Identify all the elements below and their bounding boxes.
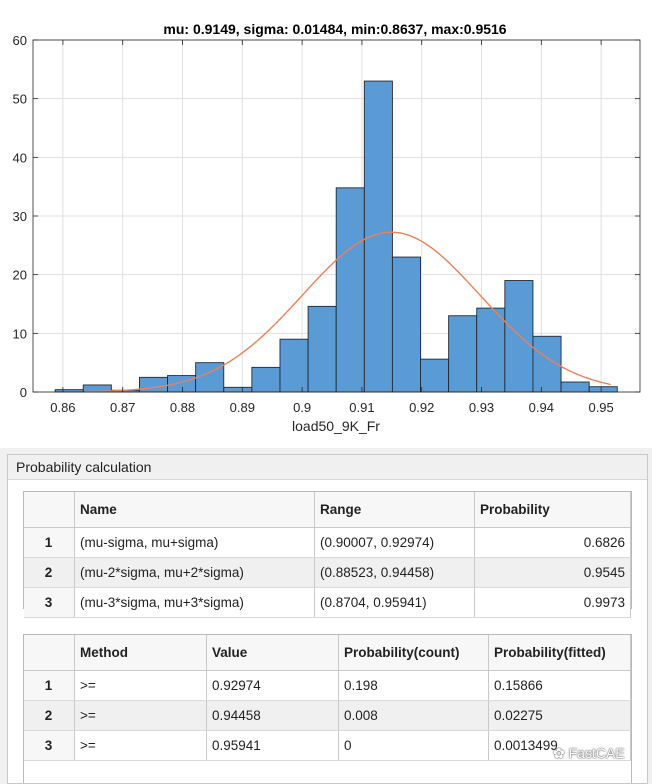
column-header-probability[interactable]: Probability (474, 492, 631, 528)
fitted-probability-cell[interactable]: 0.02275 (488, 700, 631, 731)
y-tick-label: 10 (13, 326, 27, 341)
x-tick-label: 0.95 (588, 400, 613, 415)
name-cell[interactable]: (mu-sigma, mu+sigma) (74, 527, 315, 558)
histogram-bar (391, 256, 421, 393)
method-table: Method Value Probability(count) Probabil… (24, 635, 631, 761)
y-tick-label: 30 (13, 209, 27, 224)
probability-cell[interactable]: 0.9545 (474, 557, 631, 588)
column-header-value[interactable]: Value (206, 635, 339, 671)
range-cell[interactable]: (0.90007, 0.92974) (314, 527, 475, 558)
range-table-header: Name Range Probability (24, 492, 631, 528)
probability-cell[interactable]: 0.9973 (474, 587, 631, 618)
ticks-layer: 0.86 0.87 0.88 0.89 0.9 0.91 0.92 0.93 0.94 0.95 0… (13, 33, 640, 415)
watermark-logo: ✿ FastCAE (553, 745, 625, 762)
histogram-bar (335, 187, 365, 393)
y-tick-label: 60 (13, 33, 27, 48)
x-tick-label: 0.92 (409, 400, 434, 415)
row-number: 2 (24, 700, 75, 731)
histogram-bar (138, 376, 169, 393)
table-row[interactable]: 3 (mu-3*sigma, mu+3*sigma) (0.8704, 0.95… (24, 587, 631, 618)
table-row[interactable]: 2 >= 0.94458 0.008 0.02275 (24, 700, 631, 731)
x-tick-label: 0.89 (230, 400, 255, 415)
table-row[interactable]: 1 (mu-sigma, mu+sigma) (0.90007, 0.92974… (24, 527, 631, 558)
column-header-name[interactable]: Name (74, 492, 315, 528)
row-number: 1 (24, 670, 75, 701)
fitted-probability-cell[interactable]: 0.0013499 (488, 730, 631, 761)
x-tick-label: 0.93 (469, 400, 494, 415)
range-cell[interactable]: (0.8704, 0.95941) (314, 587, 475, 618)
panel-title: Probability calculation (8, 455, 647, 480)
fit-curve-layer (84, 231, 611, 393)
normal-fit-curve (84, 231, 611, 393)
histogram-bar (363, 80, 393, 393)
method-cell[interactable]: >= (74, 730, 207, 761)
y-tick-label: 0 (20, 385, 27, 400)
histogram-bar (448, 315, 478, 393)
histogram-bar (476, 307, 506, 393)
histogram-bar (504, 280, 534, 393)
y-tick-label: 20 (13, 268, 27, 283)
chart-title: mu: 0.9149, sigma: 0.01484, min:0.8637, … (163, 21, 506, 37)
corner-cell (24, 492, 75, 528)
histogram-bar (251, 366, 281, 393)
row-number: 3 (24, 730, 75, 761)
x-tick-label: 0.9 (293, 400, 311, 415)
y-tick-label: 40 (13, 150, 27, 165)
table-row[interactable]: 3 >= 0.95941 0 0.0013499 (24, 730, 631, 761)
column-header-probability-fitted[interactable]: Probability(fitted) (488, 635, 631, 671)
column-header-range[interactable]: Range (314, 492, 475, 528)
histogram-bar (420, 358, 450, 393)
chart-area: mu: 0.9149, sigma: 0.01484, min:0.8637, … (0, 0, 652, 448)
row-number: 3 (24, 587, 75, 618)
histogram-bar (588, 386, 618, 393)
wechat-icon: ✿ (553, 745, 569, 761)
x-tick-label: 0.88 (170, 400, 195, 415)
column-header-probability-count[interactable]: Probability(count) (338, 635, 489, 671)
corner-cell (24, 635, 75, 671)
histogram-chart: mu: 0.9149, sigma: 0.01484, min:0.8637, … (13, 21, 641, 434)
method-cell[interactable]: >= (74, 700, 207, 731)
x-tick-label: 0.86 (50, 400, 75, 415)
histogram-bar (279, 338, 309, 393)
method-cell[interactable]: >= (74, 670, 207, 701)
range-cell[interactable]: (0.88523, 0.94458) (314, 557, 475, 588)
histogram-bar (223, 386, 253, 393)
x-tick-label: 0.91 (349, 400, 374, 415)
value-cell[interactable]: 0.94458 (206, 700, 339, 731)
x-tick-label: 0.94 (529, 400, 554, 415)
count-probability-cell[interactable]: 0.008 (338, 700, 489, 731)
value-cell[interactable]: 0.95941 (206, 730, 339, 761)
range-table: Name Range Probability 1 (mu-sigma, mu+s… (24, 492, 631, 618)
probability-cell[interactable]: 0.6826 (474, 527, 631, 558)
column-header-method[interactable]: Method (74, 635, 207, 671)
bars-layer (54, 80, 618, 393)
count-probability-cell[interactable]: 0 (338, 730, 489, 761)
row-number: 1 (24, 527, 75, 558)
table-row[interactable]: 2 (mu-2*sigma, mu+2*sigma) (0.88523, 0.9… (24, 557, 631, 588)
count-probability-cell[interactable]: 0.198 (338, 670, 489, 701)
probability-panel: Probability calculation Name Range Proba… (7, 454, 648, 784)
histogram-bar (307, 305, 337, 393)
name-cell[interactable]: (mu-3*sigma, mu+3*sigma) (74, 587, 315, 618)
row-number: 2 (24, 557, 75, 588)
fitted-probability-cell[interactable]: 0.15866 (488, 670, 631, 701)
table-row[interactable]: 1 >= 0.92974 0.198 0.15866 (24, 670, 631, 701)
method-table-header: Method Value Probability(count) Probabil… (24, 635, 631, 671)
y-tick-label: 50 (13, 92, 27, 107)
histogram-bar (560, 381, 590, 393)
watermark-text: FastCAE (568, 745, 625, 761)
value-cell[interactable]: 0.92974 (206, 670, 339, 701)
name-cell[interactable]: (mu-2*sigma, mu+2*sigma) (74, 557, 315, 588)
method-table-container: Method Value Probability(count) Probabil… (23, 634, 632, 783)
x-tick-label: 0.87 (110, 400, 135, 415)
x-axis-label: load50_9K_Fr (292, 418, 380, 434)
range-table-container: Name Range Probability 1 (mu-sigma, mu+s… (23, 491, 632, 618)
